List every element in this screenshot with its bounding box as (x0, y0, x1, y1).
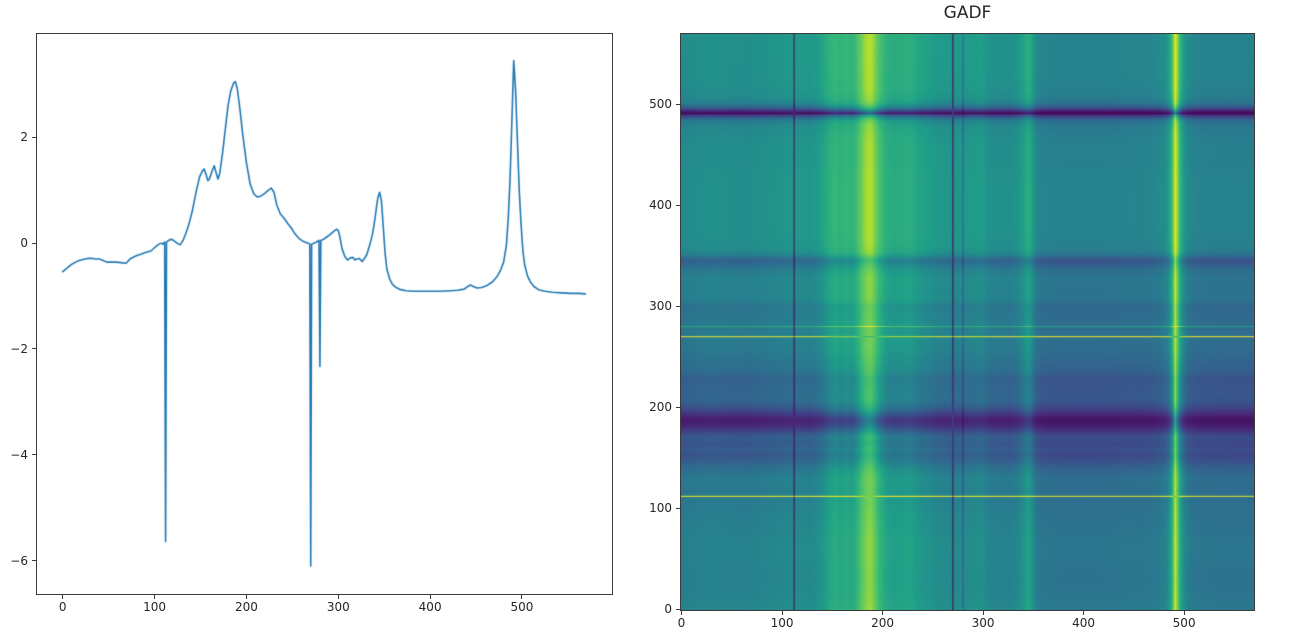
x-tick-label: 400 (418, 600, 442, 614)
line-plot-canvas (37, 34, 612, 594)
x-tick-mark (781, 611, 783, 615)
y-tick-label: 0 (664, 602, 672, 617)
x-tick-mark (154, 595, 156, 599)
x-tick-mark (337, 595, 339, 599)
y-tick-mark (676, 305, 680, 307)
x-tick-mark (521, 595, 523, 599)
y-tick-label: 400 (649, 198, 672, 213)
gadf-heatmap-canvas (681, 34, 1254, 610)
x-tick-label: 0 (58, 600, 67, 614)
y-tick-mark (676, 406, 680, 408)
y-tick-mark (32, 136, 36, 138)
y-tick-mark (676, 608, 680, 610)
x-tick-mark (245, 595, 247, 599)
x-tick-label: 100 (770, 616, 794, 630)
x-tick-mark (62, 595, 64, 599)
y-tick-label: 2 (20, 130, 28, 145)
y-tick-mark (32, 560, 36, 562)
y-tick-label: −2 (10, 341, 28, 356)
y-tick-label: −4 (10, 447, 28, 462)
x-tick-mark (982, 611, 984, 615)
x-tick-mark (882, 611, 884, 615)
x-tick-label: 500 (1172, 616, 1196, 630)
x-tick-label: 400 (1072, 616, 1096, 630)
y-tick-mark (676, 103, 680, 105)
y-tick-label: 100 (649, 501, 672, 516)
y-tick-label: 500 (649, 97, 672, 112)
x-tick-label: 500 (510, 600, 534, 614)
gadf-title: GADF (943, 3, 992, 23)
x-tick-label: 200 (871, 616, 894, 630)
x-tick-mark (681, 611, 682, 615)
y-tick-mark (676, 507, 680, 509)
x-tick-label: 300 (326, 600, 350, 614)
x-tick-label: 300 (971, 616, 995, 630)
x-tick-label: 200 (234, 600, 258, 614)
y-tick-label: 200 (649, 400, 672, 415)
gadf-heatmap-axes (680, 33, 1255, 611)
y-tick-label: −6 (10, 553, 28, 568)
x-tick-label: 100 (143, 600, 167, 614)
x-tick-label: 0 (677, 616, 686, 630)
y-tick-mark (32, 454, 36, 456)
x-tick-mark (1183, 611, 1185, 615)
x-tick-mark (1083, 611, 1085, 615)
line-plot-axes (36, 33, 613, 595)
y-tick-label: 0 (20, 236, 28, 251)
x-tick-mark (429, 595, 431, 599)
y-tick-mark (32, 242, 36, 244)
y-tick-mark (32, 348, 36, 350)
y-tick-mark (676, 204, 680, 206)
y-tick-label: 300 (649, 299, 672, 314)
